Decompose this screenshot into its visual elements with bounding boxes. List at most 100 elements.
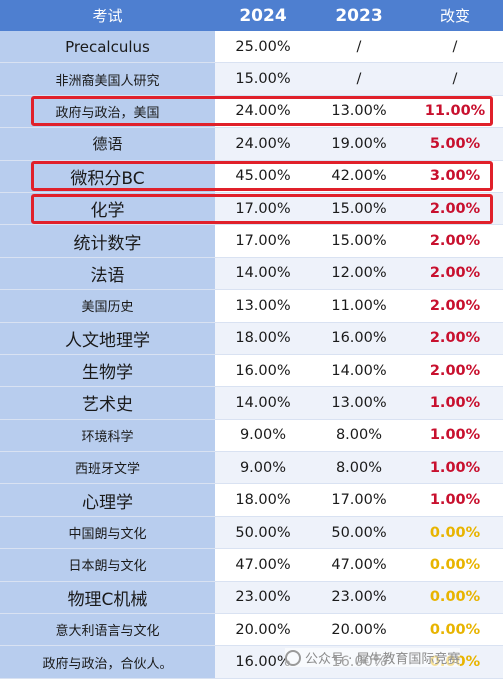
change-cell: 2.00%: [407, 192, 503, 226]
value-2023-cell: 8.00%: [311, 452, 407, 485]
table-row: 非洲裔美国人研究 15.00% / /: [0, 63, 503, 96]
table-row: 西班牙文学 9.00% 8.00% 1.00%: [0, 452, 503, 485]
table-row: 意大利语言与文化 20.00% 20.00% 0.00%: [0, 614, 503, 647]
change-cell: 2.00%: [407, 225, 503, 258]
value-2024-cell: 24.00%: [215, 128, 311, 161]
watermark-text: 公众号 · 犀牛教育国际竞赛: [305, 652, 461, 667]
table-row: 日本朗与文化 47.00% 47.00% 0.00%: [0, 549, 503, 582]
header-2023: 2023: [335, 5, 383, 26]
highlight-box-gov-politics: [31, 96, 493, 126]
table-row: 心理学 18.00% 17.00% 1.00%: [0, 484, 503, 517]
value-2023-cell: 42.00%: [311, 161, 407, 193]
value-2024-cell: 14.00%: [215, 257, 311, 291]
value-2024-cell: 20.00%: [215, 614, 311, 647]
value-2023-cell: 11.00%: [311, 290, 407, 323]
change-cell: 5.00%: [407, 128, 503, 161]
change-cell: 2.00%: [407, 322, 503, 355]
subject-cell: 意大利语言与文化: [0, 614, 215, 647]
change-cell: 3.00%: [407, 161, 503, 193]
change-cell: 0.00%: [407, 581, 503, 615]
change-cell: 11.00%: [407, 96, 503, 129]
value-2024-cell: 17.00%: [215, 225, 311, 258]
subject-cell: 德语: [0, 128, 215, 161]
value-2024-cell: 24.00%: [215, 96, 311, 129]
value-2024-cell: 50.00%: [215, 516, 311, 550]
value-2023-cell: 8.00%: [311, 420, 407, 453]
subject-cell: 化学: [0, 192, 215, 226]
change-cell: 2.00%: [407, 257, 503, 291]
change-cell: 2.00%: [407, 290, 503, 323]
table-row: 环境科学 9.00% 8.00% 1.00%: [0, 419, 503, 453]
change-cell: 1.00%: [407, 387, 503, 420]
wechat-icon: [285, 649, 301, 666]
value-2024-cell: 45.00%: [215, 161, 311, 193]
value-2023-cell: /: [311, 63, 407, 96]
table-row: 统计数字 17.00% 15.00% 2.00%: [0, 225, 503, 258]
value-2024-cell: 23.00%: [215, 581, 311, 615]
value-2024-cell: 25.00%: [215, 31, 311, 64]
table-row: 人文地理学 18.00% 16.00% 2.00%: [0, 322, 503, 355]
value-2024-cell: 17.00%: [215, 192, 311, 226]
subject-cell: 艺术史: [0, 387, 215, 420]
value-2024-cell: 18.00%: [215, 322, 311, 355]
change-cell: 2.00%: [407, 355, 503, 388]
value-2023-cell: 50.00%: [311, 516, 407, 550]
table-body: Precalculus 25.00% / / 非洲裔美国人研究 15.00% / / 政府与政治…: [0, 31, 503, 679]
subject-cell: 非洲裔美国人研究: [0, 63, 215, 96]
value-2023-cell: 13.00%: [311, 96, 407, 129]
change-cell: 1.00%: [407, 420, 503, 453]
value-2024-cell: 9.00%: [215, 420, 311, 453]
table-row: 美国历史 13.00% 11.00% 2.00%: [0, 290, 503, 323]
value-2023-cell: /: [311, 31, 407, 64]
table-row: 化学 17.00% 15.00% 2.00%: [0, 192, 503, 226]
change-cell: 0.00%: [407, 614, 503, 647]
value-2023-cell: 15.00%: [311, 225, 407, 258]
change-cell: 0.00%: [407, 549, 503, 582]
value-2023-cell: 20.00%: [311, 614, 407, 647]
subject-cell: 政府与政治，美国: [0, 95, 215, 129]
value-2023-cell: 13.00%: [311, 387, 407, 420]
value-2024-cell: 18.00%: [215, 484, 311, 517]
table-row: 生物学 16.00% 14.00% 2.00%: [0, 354, 503, 388]
value-2024-cell: 13.00%: [215, 290, 311, 323]
value-2024-cell: 14.00%: [215, 387, 311, 420]
value-2024-cell: 47.00%: [215, 549, 311, 582]
subject-cell: 政府与政治，合伙人。: [0, 646, 215, 679]
table-row: 德语 24.00% 19.00% 5.00%: [0, 128, 503, 161]
value-2023-cell: 47.00%: [311, 549, 407, 582]
subject-cell: 物理C机械: [0, 581, 215, 615]
change-cell: 1.00%: [407, 452, 503, 485]
subject-cell: 生物学: [0, 354, 215, 388]
subject-cell: 中国朗与文化: [0, 516, 215, 550]
value-2023-cell: 14.00%: [311, 355, 407, 388]
value-2024-cell: 16.00%: [215, 355, 311, 388]
header-subject: 考试: [92, 7, 123, 25]
value-2024-cell: 9.00%: [215, 452, 311, 485]
value-2023-cell: 23.00%: [311, 581, 407, 615]
subject-cell: 西班牙文学: [0, 452, 215, 485]
highlight-box-calculus: [31, 161, 493, 191]
subject-cell: Precalculus: [0, 31, 215, 64]
table-row: 政府与政治，美国 24.00% 13.00% 11.00%: [0, 95, 503, 129]
change-cell: /: [407, 63, 503, 96]
change-cell: /: [407, 31, 503, 64]
subject-cell: 人文地理学: [0, 322, 215, 355]
table-row: 中国朗与文化 50.00% 50.00% 0.00%: [0, 516, 503, 550]
value-2023-cell: 15.00%: [311, 192, 407, 226]
subject-cell: 法语: [0, 257, 215, 291]
value-2023-cell: 19.00%: [311, 128, 407, 161]
value-2023-cell: 17.00%: [311, 484, 407, 517]
header-2024: 2024: [239, 5, 287, 26]
table-header: 考试 2024 2023 改变: [0, 0, 503, 31]
subject-cell: 心理学: [0, 484, 215, 517]
value-2023-cell: 16.00%: [311, 322, 407, 355]
value-2023-cell: 12.00%: [311, 257, 407, 291]
header-change: 改变: [439, 7, 470, 25]
subject-cell: 微积分BC: [0, 160, 215, 193]
table-row: 艺术史 14.00% 13.00% 1.00%: [0, 387, 503, 420]
subject-cell: 统计数字: [0, 225, 215, 258]
subject-cell: 日本朗与文化: [0, 549, 215, 582]
watermark: 公众号 · 犀牛教育国际竞赛: [285, 648, 461, 667]
change-cell: 0.00%: [407, 516, 503, 550]
